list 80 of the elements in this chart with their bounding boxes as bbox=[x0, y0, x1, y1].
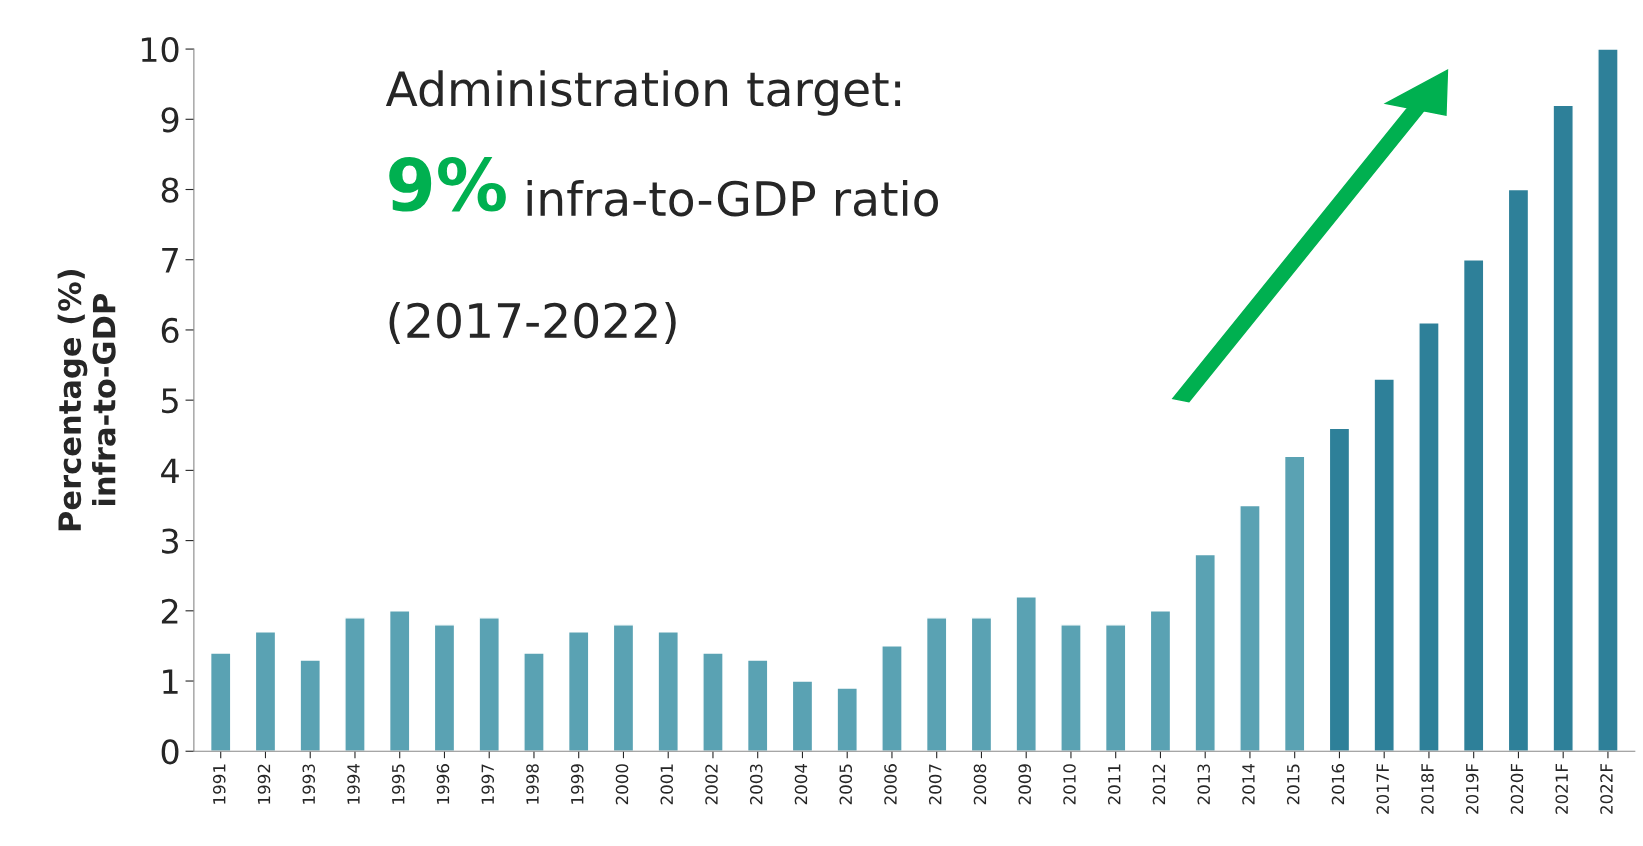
bar bbox=[836, 687, 858, 752]
bar bbox=[344, 617, 366, 752]
x-tick-label: 2006 bbox=[884, 764, 897, 805]
bar bbox=[970, 617, 993, 752]
x-tick-label: 2011 bbox=[1107, 764, 1121, 805]
bar bbox=[702, 652, 724, 752]
x-tick-label: 2022F bbox=[1600, 764, 1613, 814]
x-tick-label: 2010 bbox=[1063, 764, 1076, 805]
x-tick-label: 1993 bbox=[302, 764, 316, 804]
x-tick-label: 2000 bbox=[615, 764, 629, 805]
bar bbox=[1328, 427, 1351, 752]
bar bbox=[299, 659, 321, 752]
bar bbox=[657, 631, 679, 752]
x-tick-label: 1994 bbox=[347, 763, 360, 804]
annotation: infra-to-GDP ratio bbox=[527, 179, 938, 217]
x-tick-label: 2016 bbox=[1331, 764, 1345, 805]
annotation: (2017-2022) bbox=[389, 301, 676, 344]
y-tick-label: 7 bbox=[162, 248, 178, 273]
bar bbox=[746, 659, 769, 752]
y-tick-label: 5 bbox=[162, 388, 178, 414]
x-tick-label: 2020F bbox=[1510, 764, 1524, 814]
bar bbox=[388, 610, 411, 752]
bar bbox=[1060, 624, 1082, 752]
bar bbox=[1239, 504, 1261, 752]
x-tick-label: 2009 bbox=[1018, 764, 1032, 805]
bar bbox=[1283, 455, 1306, 752]
annotation: Administration target: bbox=[385, 70, 901, 116]
bar bbox=[1552, 104, 1574, 752]
y-tick-label: 2 bbox=[161, 598, 178, 624]
bar bbox=[1462, 259, 1485, 752]
x-tick-label: 2004 bbox=[794, 763, 808, 805]
x-tick-label: 2019F bbox=[1465, 764, 1479, 814]
x-tick-label: 2014 bbox=[1242, 763, 1255, 805]
x-tick-label: 2002 bbox=[705, 764, 718, 805]
bar bbox=[791, 680, 814, 752]
x-tick-label: 2015 bbox=[1286, 764, 1300, 805]
x-tick-label: 1999 bbox=[570, 764, 584, 804]
bar bbox=[612, 624, 635, 752]
bar bbox=[209, 652, 232, 752]
x-tick-label: 1996 bbox=[436, 764, 450, 804]
y-tick-label: 6 bbox=[161, 317, 179, 344]
x-tick-label: 2001 bbox=[660, 764, 674, 805]
x-tick-label: 2007 bbox=[928, 764, 942, 805]
x-tick-label: 1991 bbox=[212, 764, 226, 804]
x-tick-label: 2013 bbox=[1197, 764, 1211, 805]
bar bbox=[1507, 188, 1530, 752]
y-tick-label: 4 bbox=[161, 458, 179, 484]
bar bbox=[478, 617, 500, 752]
bar bbox=[567, 631, 590, 752]
bar bbox=[1373, 378, 1395, 752]
x-tick-label: 2003 bbox=[749, 764, 763, 805]
y-tick-label: 3 bbox=[162, 528, 179, 554]
x-tick-label: 2005 bbox=[839, 764, 853, 805]
y-tick-label: 0 bbox=[161, 739, 179, 765]
bar bbox=[433, 624, 456, 752]
y-tick-label: 8 bbox=[161, 177, 179, 203]
x-tick-label: 2008 bbox=[973, 764, 987, 805]
bar bbox=[925, 617, 948, 752]
x-tick-label: 1998 bbox=[526, 764, 539, 804]
bar bbox=[1149, 610, 1172, 752]
x-tick-label: 1997 bbox=[481, 764, 495, 804]
bar bbox=[254, 631, 277, 752]
bar bbox=[1418, 322, 1440, 752]
y-tick-label: 1 bbox=[163, 669, 178, 694]
x-tick-label: 1992 bbox=[257, 764, 271, 804]
y-axis-title: Percentage (%) infra-to-GDP bbox=[57, 269, 116, 531]
x-tick-label: 1995 bbox=[391, 764, 405, 804]
bar bbox=[1597, 49, 1619, 752]
x-tick-label: 2018F bbox=[1421, 764, 1434, 814]
bar bbox=[881, 645, 903, 752]
bar bbox=[523, 652, 545, 752]
bar bbox=[1015, 596, 1037, 752]
bar bbox=[1194, 553, 1216, 752]
bar bbox=[1104, 624, 1127, 752]
y-tick-label: 9 bbox=[161, 107, 179, 133]
x-tick-label: 2012 bbox=[1152, 764, 1166, 805]
y-tick-label: 10 bbox=[141, 36, 179, 63]
x-tick-label: 2017F bbox=[1376, 764, 1390, 814]
x-tick-label: 2021F bbox=[1555, 764, 1569, 814]
annotation: 9% bbox=[389, 156, 506, 212]
